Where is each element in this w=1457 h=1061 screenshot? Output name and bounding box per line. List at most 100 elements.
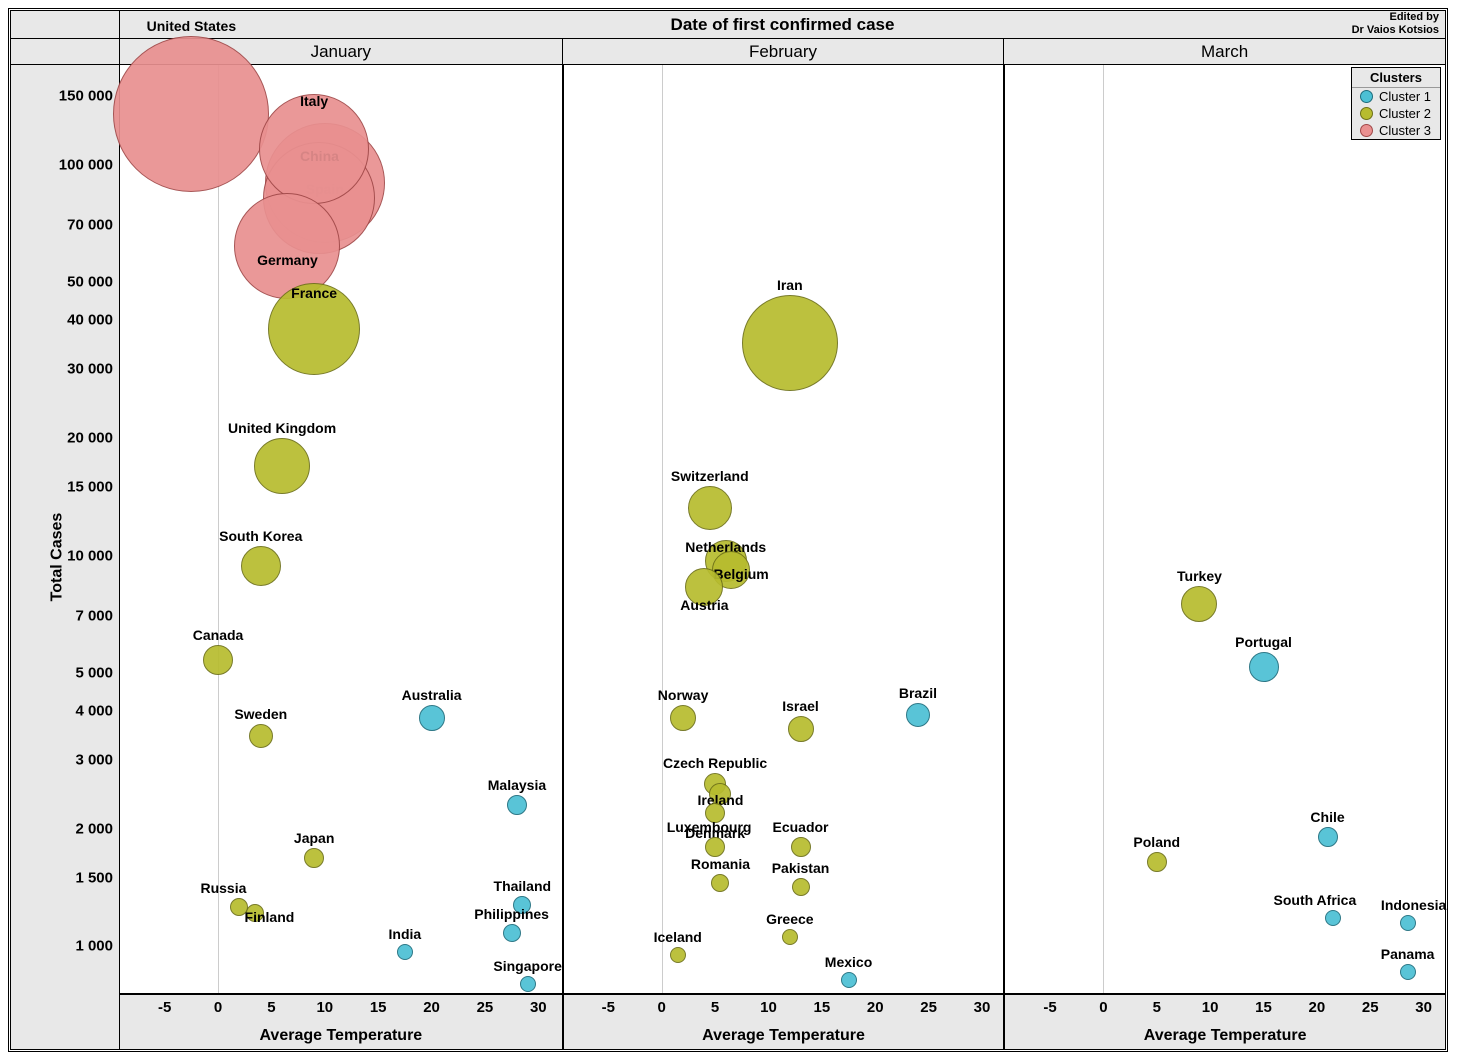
bubble-singapore[interactable] — [520, 976, 536, 992]
x-tick: 0 — [214, 999, 222, 1016]
y-tick: 150 000 — [59, 87, 113, 104]
bubble-label: Romania — [691, 856, 750, 872]
bubble-canada[interactable] — [203, 645, 233, 675]
x-tick: 5 — [1153, 999, 1161, 1016]
month-header-march: March — [1003, 39, 1445, 65]
legend: ClustersCluster 1Cluster 2Cluster 3 — [1351, 67, 1441, 140]
bubble-label: Panama — [1381, 946, 1435, 962]
bubble-turkey[interactable] — [1181, 586, 1217, 622]
bubble-italy[interactable] — [259, 94, 369, 204]
editor-credit-line2: Dr Vaios Kotsios — [1352, 24, 1439, 37]
bubble-poland[interactable] — [1147, 852, 1167, 872]
bubble-iceland[interactable] — [670, 947, 686, 963]
bubble-brazil[interactable] — [906, 703, 930, 727]
bubble-south-africa[interactable] — [1325, 910, 1341, 926]
bubble-luxembourg[interactable] — [705, 837, 725, 857]
bubble-mexico[interactable] — [841, 972, 857, 988]
bubble-label: Iceland — [654, 929, 702, 945]
x-tick: 10 — [760, 999, 777, 1016]
bubble-label: Luxembourg — [667, 819, 752, 835]
bubble-label: Portugal — [1235, 634, 1292, 650]
legend-item: Cluster 1 — [1352, 88, 1440, 105]
zero-gridline — [662, 65, 663, 993]
bubble-japan[interactable] — [304, 848, 324, 868]
bubble-india[interactable] — [397, 944, 413, 960]
x-tick: 25 — [920, 999, 937, 1016]
bubble-label: Singapore — [493, 958, 561, 974]
bubble-label: Brazil — [899, 685, 937, 701]
y-tick: 5 000 — [75, 665, 113, 682]
legend-label: Cluster 1 — [1379, 89, 1431, 104]
x-tick: 20 — [423, 999, 440, 1016]
bubble-philippines[interactable] — [503, 924, 521, 942]
y-axis: Total Cases 1 0001 5002 0003 0004 0005 0… — [11, 65, 120, 1049]
bubble-label: South Korea — [219, 528, 302, 544]
bubble-malaysia[interactable] — [507, 795, 527, 815]
y-tick: 2 000 — [75, 820, 113, 837]
bubble-switzerland[interactable] — [688, 486, 732, 530]
bubble-label: Australia — [402, 687, 462, 703]
bubble-label: Philippines — [474, 906, 549, 922]
y-tick: 10 000 — [67, 547, 113, 564]
x-tick: 30 — [974, 999, 991, 1016]
bubble-label: Norway — [658, 687, 709, 703]
bubble-united-kingdom[interactable] — [254, 438, 310, 494]
y-tick: 50 000 — [67, 274, 113, 291]
bubble-pakistan[interactable] — [792, 878, 810, 896]
bubble-label: Ecuador — [772, 819, 828, 835]
chart-title-cell: Date of first confirmed case Edited by D… — [120, 11, 1445, 39]
x-tick: 25 — [1362, 999, 1379, 1016]
bubble-chile[interactable] — [1318, 827, 1338, 847]
bubble-label: United States — [147, 18, 236, 34]
x-tick: 5 — [267, 999, 275, 1016]
bubble-romania[interactable] — [711, 874, 729, 892]
bubble-label: Turkey — [1177, 568, 1222, 584]
bubble-label: Pakistan — [772, 860, 830, 876]
legend-title: Clusters — [1352, 68, 1440, 88]
y-tick: 4 000 — [75, 703, 113, 720]
bubble-united-states[interactable] — [113, 36, 269, 192]
bubble-iran[interactable] — [742, 295, 838, 391]
y-tick: 1 000 — [75, 938, 113, 955]
body-row: Total Cases 1 0001 5002 0003 0004 0005 0… — [11, 65, 1445, 1049]
bubble-label: Sweden — [234, 706, 287, 722]
x-tick: 10 — [1202, 999, 1219, 1016]
bubble-label: Mexico — [825, 954, 872, 970]
bubble-ecuador[interactable] — [791, 837, 811, 857]
x-tick: 0 — [658, 999, 666, 1016]
bubble-label: Malaysia — [488, 777, 546, 793]
chart-frame: Date of first confirmed case Edited by D… — [8, 8, 1448, 1052]
x-axis: -5051015202530Average Temperature — [1005, 993, 1445, 1049]
x-tick: -5 — [158, 999, 171, 1016]
y-axis-label: Total Cases — [48, 513, 66, 602]
x-tick: 5 — [711, 999, 719, 1016]
x-tick: 30 — [1415, 999, 1432, 1016]
bubble-portugal[interactable] — [1249, 652, 1279, 682]
bubble-label: Poland — [1133, 834, 1180, 850]
x-axis-label: Average Temperature — [702, 1027, 865, 1045]
bubble-indonesia[interactable] — [1400, 915, 1416, 931]
month-header-february: February — [562, 39, 1004, 65]
zero-gridline — [1103, 65, 1104, 993]
x-tick: 15 — [1255, 999, 1272, 1016]
bubble-norway[interactable] — [670, 705, 696, 731]
x-tick: 0 — [1099, 999, 1107, 1016]
bubble-greece[interactable] — [782, 929, 798, 945]
y-tick: 15 000 — [67, 478, 113, 495]
bubble-south-korea[interactable] — [241, 546, 281, 586]
bubble-australia[interactable] — [419, 705, 445, 731]
bubble-label: Thailand — [494, 878, 552, 894]
editor-credit-line1: Edited by — [1352, 11, 1439, 24]
y-tick: 3 000 — [75, 751, 113, 768]
x-tick: 20 — [1309, 999, 1326, 1016]
bubble-label: Switzerland — [671, 468, 749, 484]
bubble-panama[interactable] — [1400, 964, 1416, 980]
bubble-label: Iran — [777, 277, 803, 293]
bubble-label: Czech Republic — [663, 755, 767, 771]
bubble-label: South Africa — [1274, 892, 1357, 908]
bubble-sweden[interactable] — [249, 724, 273, 748]
y-tick: 7 000 — [75, 608, 113, 625]
bubble-israel[interactable] — [788, 716, 814, 742]
bubble-germany[interactable] — [234, 193, 340, 299]
y-tick: 30 000 — [67, 361, 113, 378]
